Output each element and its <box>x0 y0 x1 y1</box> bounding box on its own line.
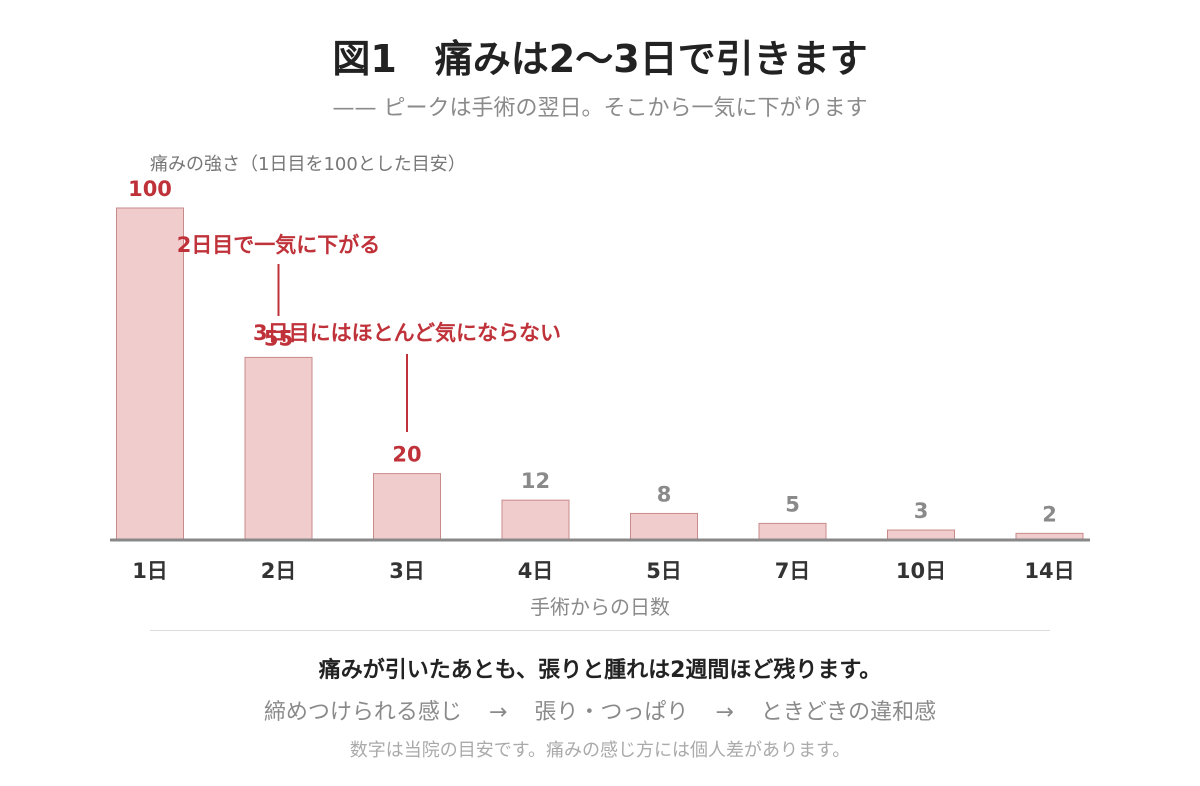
x-tick-label-1: 1日 <box>132 559 168 583</box>
bars-group: 100 55 20 12 8 5 3 2 <box>116 177 1084 541</box>
symptom-flow: 締めつけられる感じ → 張り・つっぱり → ときどきの違和感 <box>0 694 1200 726</box>
flow-arrow-1: → <box>488 700 508 725</box>
bar-6 <box>758 522 827 541</box>
bar-5 <box>630 512 698 541</box>
bar-2 <box>244 356 313 541</box>
value-label-3: 20 <box>392 443 421 467</box>
footer-summary: 痛みが引いたあとも、張りと腫れは2週間ほど残ります。 <box>318 658 882 683</box>
footer-disclaimer: 数字は当院の目安です。痛みの感じ方には個人差があります。 <box>349 740 851 761</box>
value-label-6: 5 <box>785 492 800 516</box>
x-tick-labels: 1日 2日 3日 4日 5日 7日 10日 14日 <box>132 559 1074 583</box>
value-label-4: 12 <box>521 469 550 493</box>
x-tick-label-6: 7日 <box>775 559 811 583</box>
x-axis-label: 手術からの日数 <box>530 595 670 619</box>
divider <box>150 630 1050 631</box>
value-label-5: 8 <box>657 482 672 506</box>
value-label-7: 3 <box>914 499 929 523</box>
x-tick-label-5: 5日 <box>646 559 682 583</box>
annotations-group: 2日目で一気に下がる 3日目にはほとんど気にならない <box>177 233 561 432</box>
value-label-2: 55 <box>264 326 293 350</box>
annotation-2: 3日目にはほとんど気にならない <box>253 321 561 345</box>
flow-step-1: 締めつけられる感じ <box>263 700 462 725</box>
pain-bar-chart: 痛みの強さ（1日目を100とした目安） 100 55 20 12 8 5 3 2 2日目で一気… <box>110 154 1090 619</box>
bar-3 <box>373 473 441 541</box>
x-tick-label-3: 3日 <box>389 559 425 583</box>
x-tick-label-2: 2日 <box>261 559 297 583</box>
annotation-1: 2日目で一気に下がる <box>177 233 381 257</box>
value-label-1: 100 <box>128 177 172 201</box>
flow-step-2: 張り・つっぱり <box>534 700 689 725</box>
flow-step-3: ときどきの違和感 <box>760 700 937 725</box>
flow-arrow-2: → <box>715 700 734 725</box>
bar-4 <box>501 499 570 541</box>
bar-1 <box>116 207 184 541</box>
value-label-8: 2 <box>1042 502 1057 526</box>
figure-subtitle: —— ピークは手術の翌日。そこから一気に下がります <box>332 96 868 121</box>
x-tick-label-7: 10日 <box>896 559 946 583</box>
x-tick-label-4: 4日 <box>518 559 554 583</box>
figure-title: 図1 痛みは2〜3日で引きます <box>332 37 868 81</box>
x-tick-label-8: 14日 <box>1024 559 1074 583</box>
y-axis-label: 痛みの強さ（1日目を100とした目安） <box>150 154 466 175</box>
